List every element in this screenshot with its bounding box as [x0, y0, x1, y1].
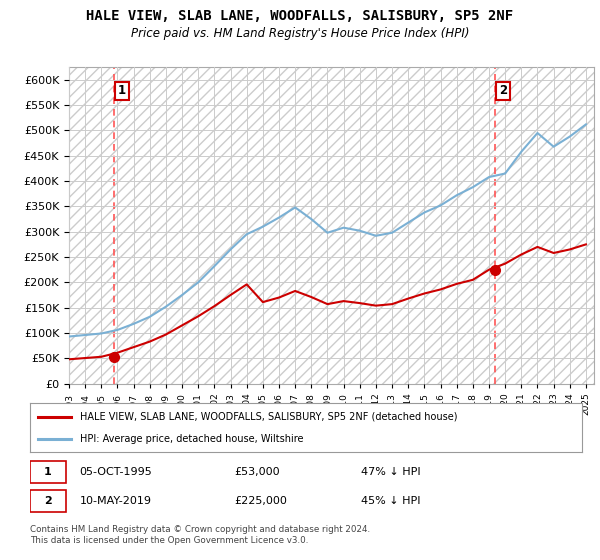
Text: HPI: Average price, detached house, Wiltshire: HPI: Average price, detached house, Wilt…	[80, 434, 303, 444]
Text: £225,000: £225,000	[234, 496, 287, 506]
Text: HALE VIEW, SLAB LANE, WOODFALLS, SALISBURY, SP5 2NF: HALE VIEW, SLAB LANE, WOODFALLS, SALISBU…	[86, 9, 514, 23]
Text: Contains HM Land Registry data © Crown copyright and database right 2024.
This d: Contains HM Land Registry data © Crown c…	[30, 525, 370, 545]
FancyBboxPatch shape	[30, 461, 66, 483]
Text: £53,000: £53,000	[234, 466, 280, 477]
Text: 10-MAY-2019: 10-MAY-2019	[80, 496, 152, 506]
Text: 47% ↓ HPI: 47% ↓ HPI	[361, 466, 421, 477]
Text: Price paid vs. HM Land Registry's House Price Index (HPI): Price paid vs. HM Land Registry's House …	[131, 27, 469, 40]
FancyBboxPatch shape	[30, 489, 66, 512]
Text: 45% ↓ HPI: 45% ↓ HPI	[361, 496, 421, 506]
Text: HALE VIEW, SLAB LANE, WOODFALLS, SALISBURY, SP5 2NF (detached house): HALE VIEW, SLAB LANE, WOODFALLS, SALISBU…	[80, 412, 457, 422]
Text: 1: 1	[118, 85, 126, 97]
Text: 05-OCT-1995: 05-OCT-1995	[80, 466, 152, 477]
Text: 2: 2	[44, 496, 52, 506]
Text: 1: 1	[44, 466, 52, 477]
Text: 2: 2	[499, 85, 507, 97]
